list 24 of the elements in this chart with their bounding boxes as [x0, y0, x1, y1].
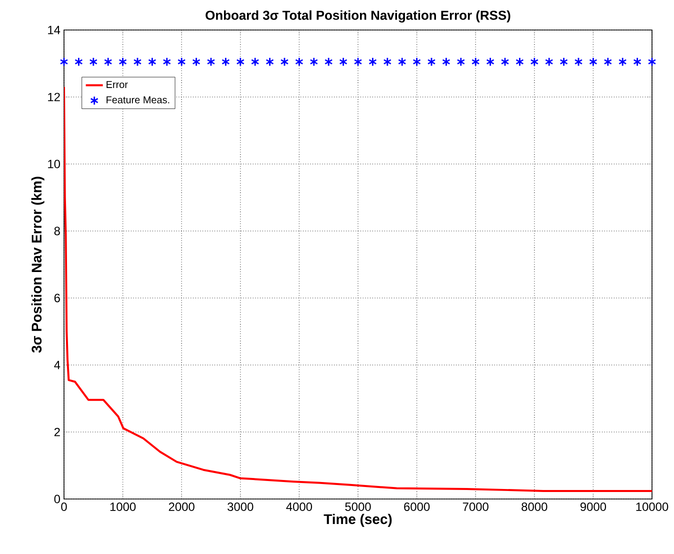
y-axis-title: 3σ Position Nav Error (km)	[31, 176, 44, 353]
x-tick-label: 1000	[110, 502, 136, 511]
x-tick-label: 2000	[168, 502, 194, 511]
y-tick-label: 12	[48, 92, 60, 102]
x-tick-label: 3000	[228, 502, 254, 511]
y-tick-label: 14	[48, 26, 60, 34]
x-tick-label: 7000	[462, 502, 488, 511]
legend-label: Error	[106, 81, 128, 88]
x-tick-label: 6000	[404, 502, 430, 511]
x-tick-label: 5000	[345, 502, 371, 511]
y-tick-label: 2	[54, 428, 60, 436]
x-tick-label: 4000	[286, 502, 312, 511]
chart-title: Onboard 3σ Total Position Navigation Error (RSS)	[206, 10, 510, 22]
y-tick-label: 6	[54, 294, 60, 302]
x-tick-label: 10000	[636, 502, 668, 511]
x-tick-label: 0	[61, 502, 67, 511]
x-tick-label: 9000	[580, 502, 606, 511]
x-axis-title: Time (sec)	[324, 514, 392, 527]
legend-label: Feature Meas.	[106, 96, 170, 104]
y-tick-label: 8	[54, 226, 60, 236]
y-tick-label: 4	[54, 360, 60, 370]
y-tick-label: 10	[48, 160, 60, 168]
y-tick-label: 0	[54, 494, 60, 504]
x-tick-label: 8000	[522, 502, 548, 511]
